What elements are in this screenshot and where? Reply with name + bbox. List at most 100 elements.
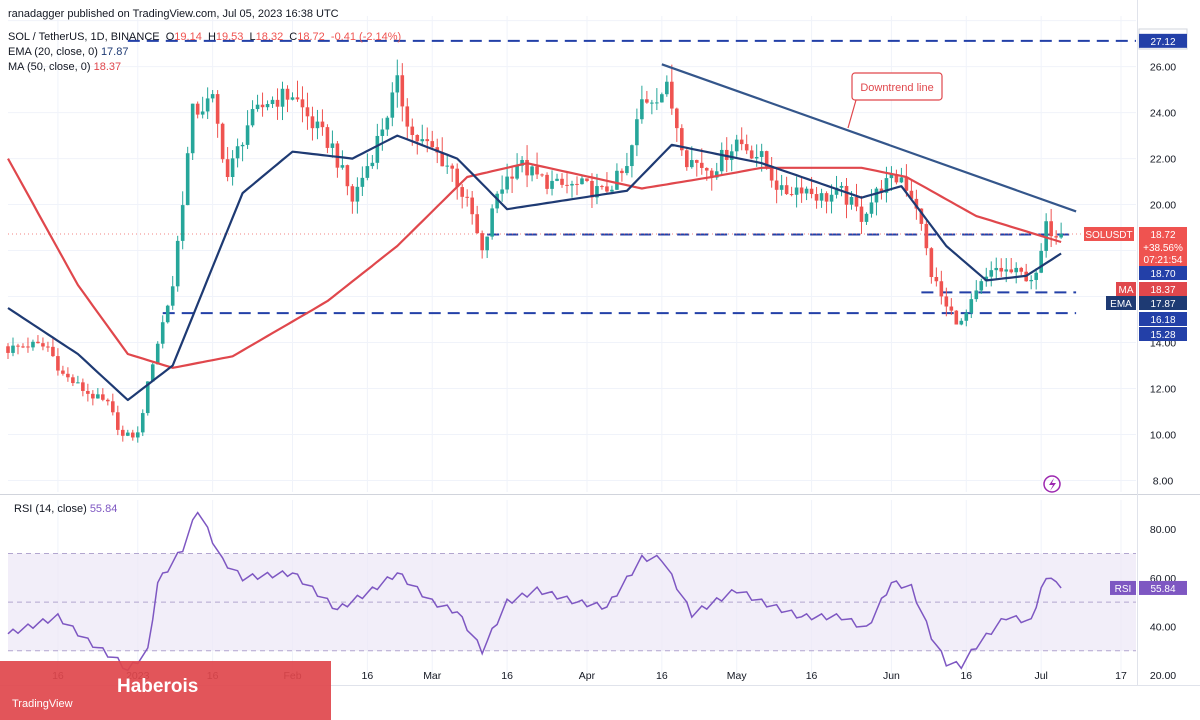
- candle-body: [739, 139, 744, 145]
- candle-body: [200, 111, 205, 115]
- price-tick-label: 20.00: [1150, 200, 1176, 212]
- candle-body: [665, 81, 669, 95]
- candle-body: [325, 127, 330, 148]
- ma-value-tag-box: [1139, 282, 1187, 296]
- candle-body: [1044, 221, 1048, 251]
- candle-body: [36, 341, 40, 344]
- candle-body: [130, 432, 135, 438]
- trend-line-segment: [661, 63, 1077, 213]
- candle-body: [525, 159, 529, 176]
- candle-body: [51, 346, 55, 357]
- candle-body: [1049, 221, 1053, 237]
- candle-body: [575, 183, 579, 185]
- candle-body: [170, 286, 175, 306]
- candle-body: [96, 394, 100, 399]
- time-tick-label: 17: [1115, 670, 1127, 682]
- candle-body: [31, 341, 35, 348]
- candle-body: [125, 432, 130, 436]
- candle-body: [140, 413, 145, 433]
- candle-body: [145, 381, 150, 414]
- candle-body: [934, 277, 939, 282]
- ema-legend-label: EMA (20, close, 0): [8, 46, 98, 58]
- support-resistance-levels: [8, 39, 1136, 315]
- candle-body: [645, 99, 649, 103]
- candle-body: [11, 345, 15, 353]
- candle-body: [390, 92, 395, 118]
- candle-body: [924, 223, 929, 249]
- rsi-tick-label: 80.00: [1150, 524, 1176, 536]
- candle-body: [260, 104, 265, 108]
- candle-body: [899, 177, 904, 183]
- open-value: 19.14: [174, 31, 202, 43]
- time-tick-label: Mar: [423, 670, 442, 682]
- candle-body: [385, 117, 390, 130]
- change-value: -0.41 (-2.14%): [330, 31, 402, 43]
- candle-body: [540, 174, 544, 176]
- candle-body: [615, 170, 619, 190]
- ema-legend[interactable]: EMA (20, close, 0) 17.87: [8, 46, 128, 58]
- ma50-line: [7, 158, 1062, 369]
- moving-averages: [7, 134, 1062, 402]
- candle-body: [16, 345, 20, 347]
- candle-body: [1019, 267, 1024, 272]
- candle-body: [829, 194, 834, 202]
- candle-body: [914, 198, 919, 209]
- candle-body: [550, 180, 554, 189]
- candle-body: [205, 98, 210, 112]
- candle-body: [255, 104, 260, 110]
- candle-body: [699, 162, 704, 168]
- candle-body: [530, 166, 534, 176]
- candle-body: [999, 267, 1004, 272]
- candle-body: [490, 208, 494, 237]
- candle-body: [61, 370, 65, 374]
- lightning-bolt-icon: [1049, 478, 1056, 491]
- candle-body: [290, 97, 295, 100]
- candle-body: [515, 165, 519, 179]
- candle-body: [545, 174, 549, 189]
- price-tick-label: 22.00: [1150, 154, 1176, 166]
- candle-body: [345, 165, 350, 187]
- candle-body: [864, 213, 869, 222]
- level-tag-18-box: [1139, 266, 1187, 280]
- candle-body: [749, 150, 754, 159]
- price-tick-label: 26.00: [1150, 62, 1176, 74]
- candle-body: [849, 197, 854, 205]
- candle-body: [560, 178, 564, 185]
- rsi-legend-label: RSI (14, close): [14, 503, 87, 515]
- candle-body: [445, 165, 450, 167]
- candle-body: [295, 97, 300, 100]
- level-tag-16-box: [1139, 312, 1187, 326]
- candle-body: [689, 160, 694, 168]
- candle-body: [305, 107, 310, 117]
- candle-body: [185, 153, 190, 206]
- rsi-pane: [7, 511, 1136, 672]
- rsi-line: [7, 511, 1062, 672]
- candle-body: [859, 206, 864, 222]
- candle-body: [535, 166, 539, 175]
- time-tick-label: Jul: [1034, 670, 1047, 682]
- candle-body: [799, 187, 804, 194]
- candle-body: [670, 81, 674, 109]
- rsi-tick-label: 20.00: [1150, 670, 1176, 682]
- last-price-tag-box: [1139, 226, 1187, 241]
- rsi-value-tag-box: [1139, 580, 1187, 595]
- level-tag-15-box: [1139, 327, 1187, 341]
- level-tag-18-text: 18.70: [1150, 269, 1175, 280]
- candle-body: [894, 174, 899, 183]
- candle-body: [300, 99, 305, 108]
- candle-body: [660, 94, 664, 103]
- tradingview-logo: TradingView: [12, 698, 73, 710]
- candle-body: [66, 373, 70, 378]
- candle-body: [475, 214, 479, 234]
- annotation-pointer: [847, 99, 857, 129]
- candle-body: [719, 149, 724, 172]
- candle-body: [120, 429, 125, 436]
- candle-body: [1054, 236, 1058, 238]
- time-tick-label: 16: [656, 670, 668, 682]
- ma-legend[interactable]: MA (50, close, 0) 18.37: [8, 61, 121, 73]
- rsi-legend[interactable]: RSI (14, close) 55.84: [14, 503, 117, 515]
- symbol-label: SOL / TetherUS, 1D, BINANCE: [8, 31, 160, 43]
- candle-body: [854, 197, 859, 207]
- candle-body: [704, 167, 709, 171]
